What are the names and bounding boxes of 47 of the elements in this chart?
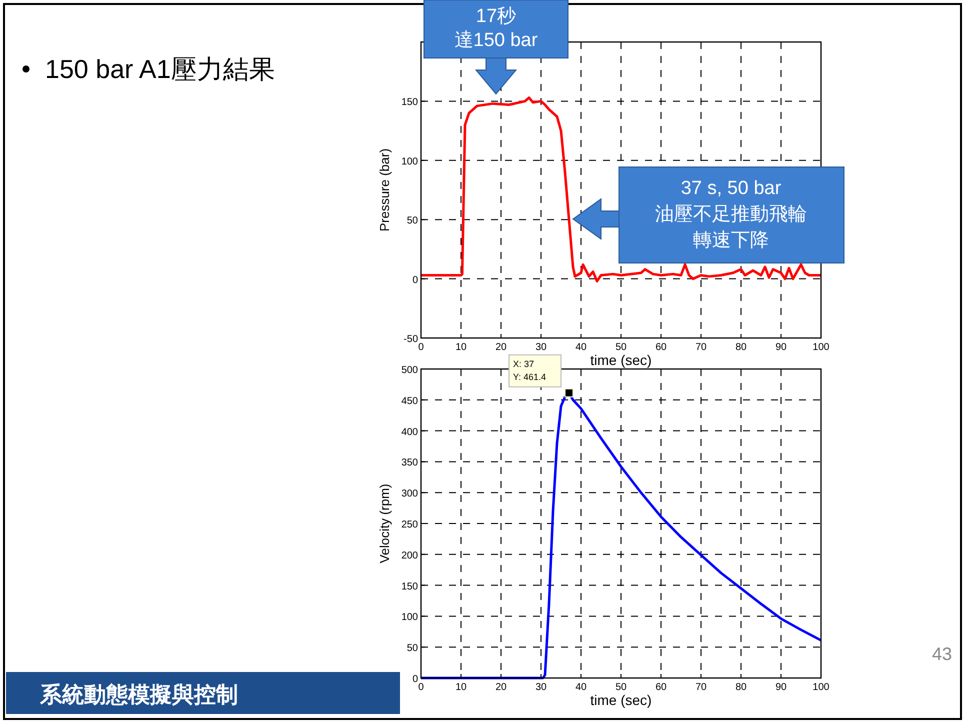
x-tick-label: 50 <box>615 342 627 353</box>
x-tick-label: 60 <box>655 342 667 353</box>
x-tick-label: 10 <box>455 342 467 353</box>
y-tick-label: 200 <box>401 550 418 562</box>
x-tick-label: 90 <box>775 682 787 693</box>
x-tick-label: 80 <box>735 682 747 693</box>
y-tick-label: 0 <box>412 674 418 685</box>
x-tick-label: 10 <box>455 682 467 693</box>
x-tick-label: 50 <box>615 682 627 693</box>
y-axis-title: Velocity (rpm) <box>377 484 392 564</box>
x-tick-label: 40 <box>575 342 587 353</box>
y-tick-label: -50 <box>404 334 418 345</box>
x-tick-label: 70 <box>695 342 707 353</box>
x-tick-label: 100 <box>812 682 830 693</box>
text: 150 bar A1壓力結果 <box>45 54 275 84</box>
y-tick-label: 150 <box>401 97 418 108</box>
y-tick-label: 0 <box>412 274 418 286</box>
x-tick-label: 20 <box>495 342 507 353</box>
annotation: 17秒達150 bar <box>454 6 538 51</box>
annotation: X: 37 Y: 461.4 <box>513 358 546 382</box>
y-tick-label: 100 <box>401 612 418 624</box>
x-tick-label: 80 <box>735 342 747 353</box>
text: 43 <box>932 644 952 664</box>
y-tick-label: 250 <box>401 520 418 530</box>
y-tick-label: 500 <box>401 365 418 376</box>
y-tick-label: 100 <box>401 156 418 168</box>
y-tick-label: 400 <box>401 426 418 438</box>
x-tick-label: 40 <box>575 682 587 693</box>
annotation: 37 s, 50 bar油壓不足推動飛輪轉速下降 <box>655 178 807 251</box>
x-axis-title: time (sec) <box>590 352 652 368</box>
x-tick-label: 20 <box>495 682 507 693</box>
y-tick-label: 350 <box>401 458 418 469</box>
x-tick-label: 30 <box>535 342 547 353</box>
x-axis-title: time (sec) <box>590 692 652 708</box>
x-tick-label: 100 <box>812 342 830 353</box>
x-tick-label: 60 <box>655 682 667 693</box>
y-tick-label: 50 <box>406 643 418 654</box>
line-series <box>420 96 822 282</box>
y-tick-label: 150 <box>401 581 418 592</box>
y-tick-label: 50 <box>406 216 418 227</box>
text: 系統動態模擬與控制 <box>39 682 238 707</box>
y-tick-label: 450 <box>401 396 418 407</box>
x-tick-label: 90 <box>775 342 787 353</box>
y-tick-label: 300 <box>401 488 418 500</box>
y-axis-title: Pressure (bar) <box>377 148 392 232</box>
x-tick-label: 30 <box>535 682 547 693</box>
x-tick-label: 70 <box>695 682 707 693</box>
